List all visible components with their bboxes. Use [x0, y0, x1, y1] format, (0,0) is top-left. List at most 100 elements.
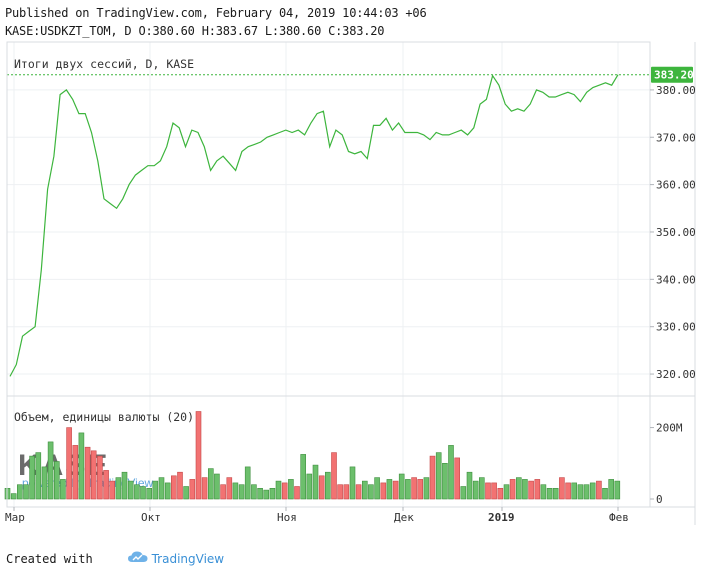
volume-bar	[405, 479, 411, 500]
volume-bar	[565, 482, 571, 500]
volume-bar	[53, 461, 60, 500]
volume-bar	[263, 489, 270, 500]
volume-bar	[29, 455, 35, 500]
volume-bar	[343, 484, 350, 500]
volume-bar	[522, 479, 528, 500]
volume-bar	[534, 479, 541, 500]
volume-bar	[158, 477, 165, 500]
volume-bar	[528, 480, 534, 500]
volume-bar	[460, 486, 467, 500]
volume-bar	[103, 470, 109, 500]
volume-bar	[16, 484, 23, 500]
volume-bar	[146, 487, 152, 500]
volume-bar	[177, 471, 183, 500]
volume-bar	[244, 466, 251, 500]
volume-bar	[497, 487, 504, 500]
published-info: Published on TradingView.com, February 0…	[5, 6, 427, 20]
volume-bar	[127, 480, 134, 500]
volume-bar	[109, 480, 115, 500]
volume-bar	[392, 480, 399, 500]
volume-bar	[398, 473, 405, 500]
x-tick-label: Мар	[5, 511, 25, 524]
volume-bar	[509, 479, 516, 500]
volume-bar	[552, 487, 559, 500]
volume-bar	[10, 493, 17, 500]
volume-bar	[220, 484, 226, 500]
volume-bar	[614, 480, 621, 500]
volume-bar	[47, 441, 54, 500]
volume-bar	[540, 484, 547, 500]
vol-y-tick-label: 0	[656, 493, 663, 506]
x-tick-label: Фев	[609, 511, 629, 524]
volume-bar	[442, 462, 448, 500]
volume-bar	[195, 411, 202, 500]
volume-bar	[300, 454, 307, 500]
volume-bar	[355, 484, 362, 500]
volume-bar	[60, 479, 66, 500]
volume-bar	[306, 473, 313, 500]
volume-bar	[238, 484, 245, 500]
x-tick-label: Окт	[141, 511, 161, 524]
volume-bar	[466, 471, 473, 500]
volume-bar	[275, 480, 282, 500]
volume-bar	[361, 480, 368, 500]
y-tick-label: 360.00	[656, 179, 696, 192]
volume-bar	[90, 450, 97, 500]
volume-bar	[66, 427, 72, 500]
volume-bar	[546, 487, 553, 500]
volume-bar	[164, 482, 171, 500]
x-tick-label: Ноя	[277, 511, 297, 524]
y-tick-label: 330.00	[656, 321, 696, 334]
volume-bar	[386, 479, 393, 500]
volume-bar	[423, 477, 430, 500]
volume-bar	[515, 477, 522, 500]
price-line	[9, 74, 619, 377]
volume-bar	[97, 455, 103, 500]
volume-bar	[226, 477, 233, 500]
volume-bar	[201, 477, 208, 500]
volume-bar	[84, 446, 91, 500]
axes: 320.00 330.00 340.00 350.00 360.00 370.00 380.…	[5, 41, 696, 525]
volume-bar	[331, 452, 337, 500]
last-price-badge: 383.20	[651, 66, 694, 83]
volume-bar	[337, 484, 343, 500]
volume-bar	[608, 479, 615, 500]
price-pane-title: Итоги двух сессий, D, KASE	[14, 57, 194, 71]
volume-bar	[435, 452, 442, 500]
volume-bar	[368, 484, 374, 500]
volume-bar	[429, 455, 436, 500]
volume-bar	[269, 487, 276, 500]
volume-bar	[472, 480, 479, 500]
tradingview-link[interactable]: TradingView	[151, 551, 225, 566]
volume-bar	[417, 479, 424, 500]
volume-bar	[23, 484, 29, 500]
volume-bar	[478, 477, 485, 500]
volume-bar	[349, 466, 356, 500]
symbol-ohlc: KASE:USDKZT_TOM, D O:380.60 H:383.67 L:3…	[5, 24, 385, 38]
chart[interactable]: KASE powered by TradingView 320.00330.00…	[0, 0, 702, 562]
volume-bar	[121, 471, 128, 500]
volume-bar	[485, 482, 491, 500]
tradingview-cloud-icon	[99, 537, 148, 580]
volume-bar	[208, 468, 214, 500]
volume-bar	[251, 484, 257, 500]
volume-bar	[411, 477, 417, 500]
volume-bar	[183, 486, 189, 500]
volume-bar	[318, 475, 325, 500]
volume-bar	[257, 487, 263, 500]
volume-bar	[41, 466, 48, 500]
x-tick-label: Дек	[394, 511, 414, 524]
volume-bar	[294, 486, 300, 500]
volume-bar	[454, 457, 461, 500]
volume-bar	[78, 432, 85, 500]
volume-bar	[140, 486, 146, 500]
volume-bar	[596, 480, 602, 500]
volume-bar	[583, 484, 590, 500]
grid	[7, 42, 650, 507]
footer: Created with TradingView	[6, 537, 224, 580]
volume-bar	[491, 482, 497, 500]
volume-bar	[503, 484, 510, 500]
volume-bar	[134, 484, 140, 500]
y-tick-label: 340.00	[656, 273, 696, 286]
volume-bar	[189, 479, 196, 500]
